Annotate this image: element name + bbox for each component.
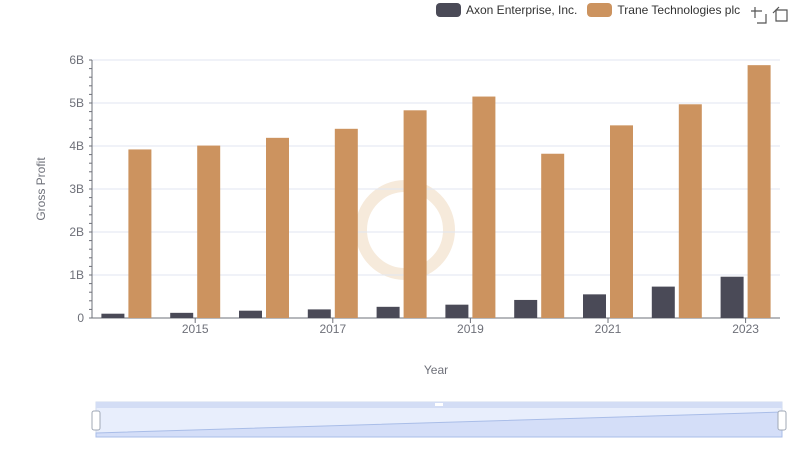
legend-swatch-axon bbox=[436, 3, 461, 17]
bar-axon-2015[interactable] bbox=[170, 312, 194, 318]
bar-trane-2018[interactable] bbox=[403, 110, 427, 318]
bar-trane-2017[interactable] bbox=[334, 128, 358, 318]
x-tick-label: 2017 bbox=[319, 322, 346, 336]
bar-trane-2021[interactable] bbox=[610, 125, 633, 318]
bar-trane-2020[interactable] bbox=[541, 153, 565, 318]
restore-icon[interactable] bbox=[772, 6, 790, 24]
legend-item-trane[interactable]: Trane Technologies plc bbox=[587, 3, 740, 17]
legend-item-axon[interactable]: Axon Enterprise, Inc. bbox=[436, 3, 577, 17]
chart-toolbar bbox=[746, 6, 790, 24]
y-tick-label: 5B bbox=[69, 96, 84, 110]
x-tick-label: 2023 bbox=[732, 322, 759, 336]
bar-axon-2017[interactable] bbox=[307, 309, 331, 318]
y-tick-label: 0 bbox=[77, 311, 84, 325]
bar-trane-2015[interactable] bbox=[197, 145, 221, 318]
legend-swatch-trane bbox=[587, 3, 613, 17]
y-axis-title: Gross Profit bbox=[34, 157, 48, 221]
legend: Axon Enterprise, Inc. Trane Technologies… bbox=[436, 3, 750, 17]
bar-axon-2016[interactable] bbox=[239, 310, 262, 318]
bar-axon-2023[interactable] bbox=[720, 276, 744, 318]
x-tick-label: 2019 bbox=[457, 322, 484, 336]
data-zoom-grip[interactable] bbox=[435, 403, 443, 406]
y-tick-label: 6B bbox=[69, 53, 84, 67]
x-axis-title: Year bbox=[423, 363, 449, 377]
zoom-icon[interactable] bbox=[750, 6, 768, 24]
bar-trane-2023[interactable] bbox=[747, 65, 771, 318]
bar-axon-2021[interactable] bbox=[583, 294, 606, 318]
bar-trane-2014[interactable] bbox=[128, 149, 152, 318]
bar-trane-2022[interactable] bbox=[678, 104, 702, 318]
data-zoom-handle-right[interactable] bbox=[777, 410, 787, 431]
x-tick-label: 2015 bbox=[182, 322, 209, 336]
bar-axon-2020[interactable] bbox=[514, 299, 538, 318]
data-zoom-preview bbox=[95, 411, 783, 438]
bar-axon-2022[interactable] bbox=[651, 286, 675, 318]
bar-axon-2019[interactable] bbox=[445, 304, 469, 318]
bar-axon-2014[interactable] bbox=[101, 313, 125, 318]
y-tick-label: 3B bbox=[69, 182, 84, 196]
y-tick-label: 1B bbox=[69, 268, 84, 282]
y-tick-label: 4B bbox=[69, 139, 84, 153]
x-tick-label: 2021 bbox=[595, 322, 622, 336]
bar-axon-2018[interactable] bbox=[376, 306, 400, 318]
legend-label-axon: Axon Enterprise, Inc. bbox=[466, 3, 578, 17]
data-zoom-handle-left[interactable] bbox=[91, 410, 101, 431]
y-tick-label: 2B bbox=[69, 225, 84, 239]
bar-trane-2019[interactable] bbox=[472, 96, 496, 318]
legend-label-trane: Trane Technologies plc bbox=[617, 3, 741, 17]
bar-trane-2016[interactable] bbox=[266, 137, 289, 318]
